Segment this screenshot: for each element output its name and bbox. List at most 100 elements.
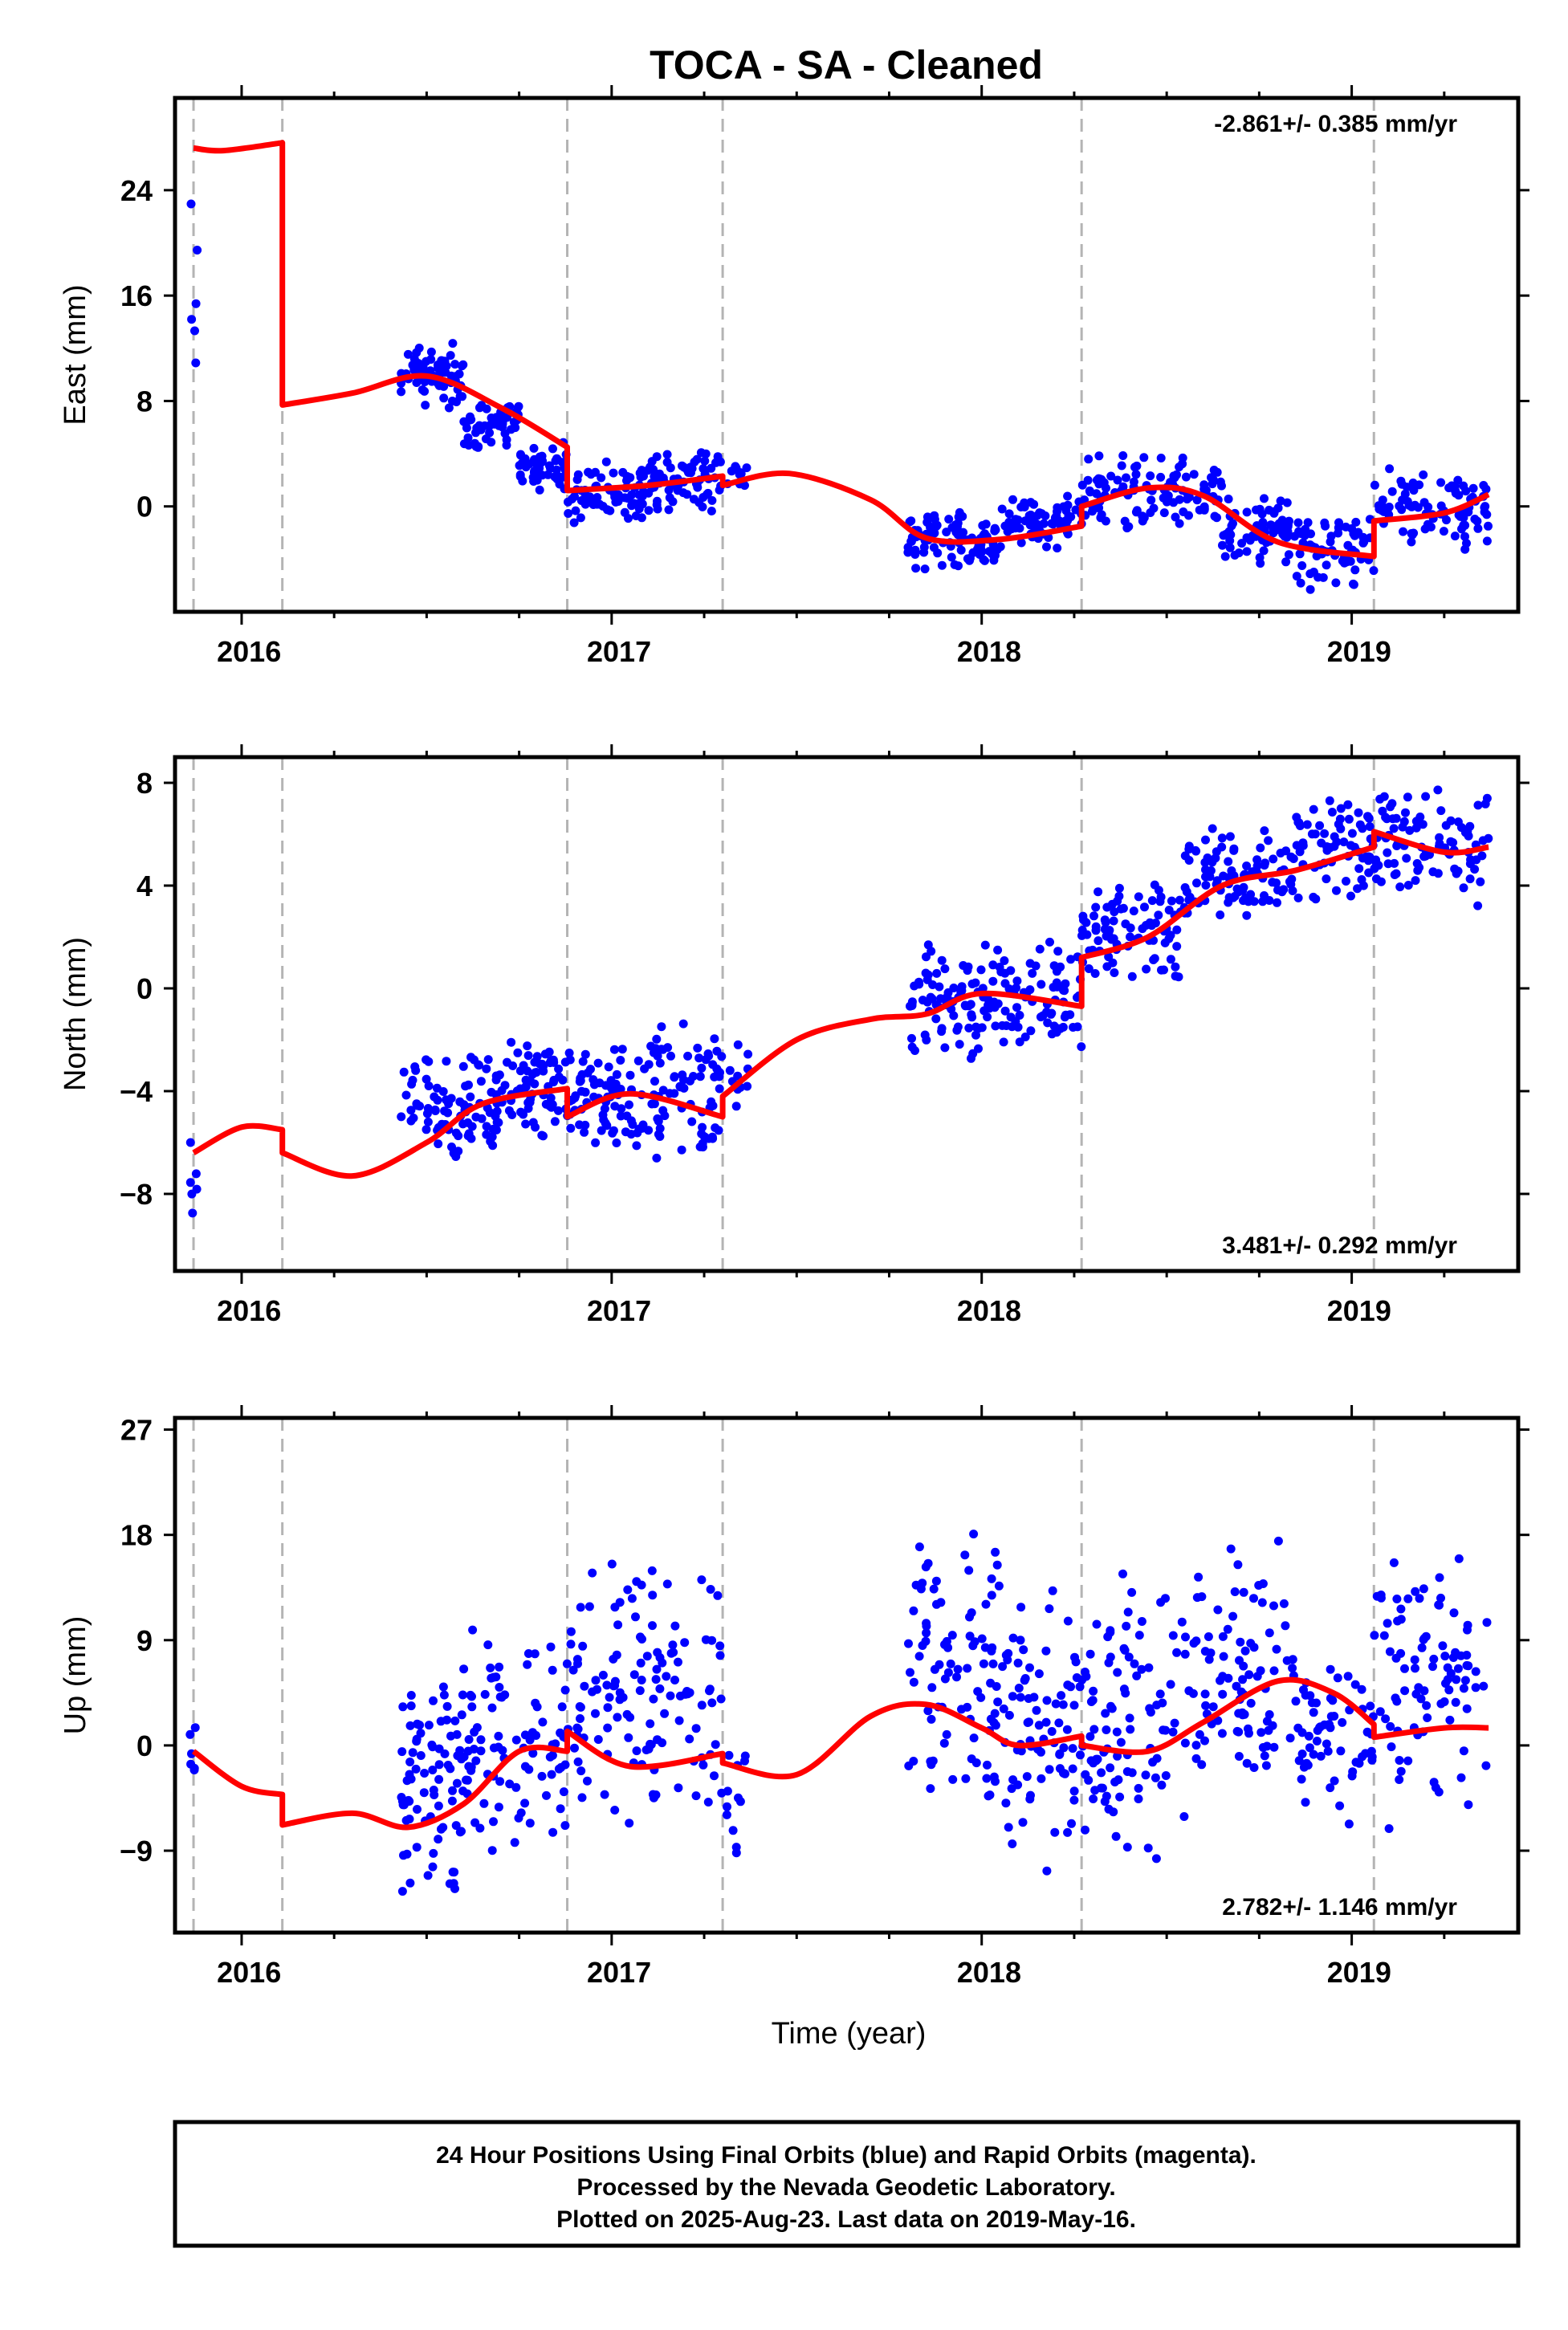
north-data-point [907,1033,916,1043]
north-data-point [1383,848,1392,857]
north-data-point [997,1020,1007,1030]
east-data-point [1276,496,1285,506]
up-data-point [450,1716,460,1725]
up-data-point [1113,1668,1122,1677]
north-data-point [940,1043,950,1053]
up-data-point [559,1787,568,1797]
east-data-point [711,458,720,467]
figure-title: TOCA - SA - Cleaned [650,43,1043,88]
north-data-point [1035,944,1045,954]
north-data-point [993,945,1003,955]
up-data-point [623,1585,633,1595]
up-data-point [1422,1701,1432,1710]
up-data-point [940,1674,950,1684]
north-data-point [1295,847,1305,857]
up-data-point [479,1798,489,1808]
up-data-point [1213,1605,1223,1615]
north-data-point [1403,792,1412,802]
east-data-point [1350,531,1359,540]
north-data-point [1465,874,1475,884]
up-data-point [189,1766,199,1774]
east-data-point [1397,505,1407,515]
up-data-point [1258,1579,1268,1588]
north-xtick-label: 2019 [1327,1294,1391,1327]
east-data-point [1242,507,1252,517]
north-ytick-label: 0 [136,972,153,1005]
east-data-point [1120,516,1130,526]
east-data-point [930,511,939,520]
up-data-point [1219,1652,1228,1661]
north-data-point [1260,861,1269,870]
east-data-point [679,462,689,472]
up-data-point [698,1760,708,1770]
up-data-point [921,1636,931,1646]
north-data-point [491,1125,501,1134]
up-data-point [636,1658,646,1668]
up-data-point [532,1702,542,1712]
up-data-point [1238,1675,1248,1684]
north-data-point [1327,808,1337,817]
up-data-point [1330,1776,1339,1786]
up-data-point [1343,1672,1353,1681]
up-data-point [948,1774,958,1784]
east-data-point [537,451,547,461]
up-data-point [1008,1692,1017,1701]
east-data-point [1028,514,1038,523]
up-data-point [1016,1603,1026,1612]
up-data-point [1054,1718,1064,1728]
north-data-point [1216,910,1225,919]
north-data-point [537,1130,547,1140]
north-data-point [676,1082,685,1092]
north-data-point [564,1049,574,1057]
north-data-point [467,1122,477,1131]
up-data-point [1297,1750,1307,1758]
north-data-point [1172,925,1182,935]
up-data-point [935,1660,944,1669]
east-data-point [1423,503,1433,511]
east-data-point [1303,518,1313,528]
east-data-point [996,542,1005,552]
north-data-point [927,994,937,1004]
east-data-point [476,425,486,434]
east-data-point [1473,523,1483,533]
up-data-point [1016,1746,1026,1756]
east-data-point [1224,495,1233,503]
up-data-point [990,1709,1000,1718]
north-data-point [1147,921,1156,931]
north-data-point [715,1084,724,1094]
up-data-point [1244,1670,1254,1680]
east-data-point [1004,509,1014,519]
north-data-point [935,982,944,992]
up-data-point [1242,1758,1252,1768]
up-data-point [1192,1593,1202,1603]
up-data-point [1134,1631,1144,1640]
east-data-point [1309,568,1318,576]
up-data-point [1100,1797,1110,1807]
up-data-point [1014,1684,1024,1693]
north-data-point [937,1024,947,1033]
up-data-point [450,1868,459,1877]
north-data-point [544,1047,554,1057]
north-data-point [508,1061,518,1070]
up-data-point [1055,1764,1065,1774]
north-data-point [616,1085,625,1094]
up-data-point [1177,1617,1187,1627]
up-data-point [988,1659,998,1668]
up-data-point [486,1663,495,1672]
north-data-point [1000,956,1009,965]
up-data-point [1034,1721,1044,1730]
up-xtick-label: 2018 [957,1956,1021,1989]
up-data-point [1008,1633,1018,1643]
up-data-point [1152,1754,1162,1763]
up-data-point [405,1721,415,1730]
up-data-point [520,1730,530,1740]
up-data-point [428,1742,438,1752]
east-data-point [1101,516,1110,526]
up-data-point [1226,1544,1236,1554]
north-data-point [1126,923,1135,933]
north-data-point [423,1104,433,1113]
up-data-point [419,1788,429,1798]
east-data-point [524,459,534,469]
up-data-point [674,1657,682,1667]
north-data-point [1015,1011,1024,1020]
